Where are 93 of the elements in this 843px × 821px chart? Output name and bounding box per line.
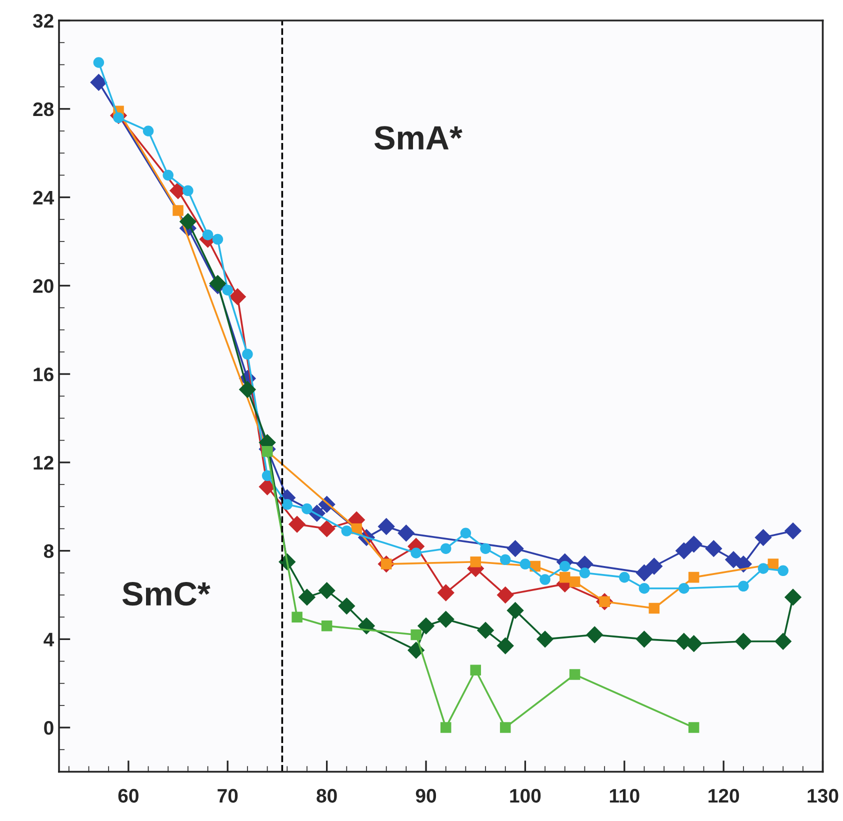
point	[172, 205, 184, 216]
point	[636, 630, 653, 648]
point	[239, 381, 256, 398]
point	[229, 288, 246, 306]
point	[437, 584, 454, 602]
y-tick-label: 16	[34, 368, 54, 382]
y-tick-label: 8	[44, 544, 54, 558]
x-tick-label: 60	[118, 788, 138, 803]
point	[579, 568, 590, 578]
point	[638, 582, 650, 594]
x-tick-label: 90	[416, 788, 436, 803]
point	[774, 633, 792, 650]
point	[142, 126, 154, 136]
point	[318, 520, 336, 538]
point	[619, 572, 630, 583]
point	[784, 522, 802, 540]
point	[282, 499, 293, 510]
x-tick-label: 130	[808, 788, 838, 803]
point	[378, 518, 395, 535]
point	[646, 558, 663, 575]
point	[477, 622, 494, 639]
point	[318, 582, 336, 599]
point	[536, 630, 554, 648]
y-tick-label: 4	[44, 632, 54, 646]
y-tick-label: 24	[33, 190, 54, 204]
point	[768, 558, 779, 570]
point	[182, 185, 194, 196]
point	[460, 528, 472, 538]
point	[180, 213, 196, 230]
point	[440, 722, 452, 733]
point	[437, 610, 454, 628]
x-tick-label: 70	[218, 788, 238, 803]
point	[506, 602, 524, 619]
point	[470, 556, 481, 568]
point	[735, 633, 752, 650]
point	[292, 612, 302, 622]
point	[480, 543, 491, 554]
point	[302, 503, 312, 514]
x-tick-label: 100	[510, 788, 541, 803]
point	[410, 548, 422, 558]
y-tick-label: 20	[33, 279, 54, 293]
point	[90, 74, 108, 91]
point	[705, 540, 722, 557]
point	[636, 564, 653, 582]
point	[676, 542, 692, 560]
point	[202, 229, 214, 240]
point	[418, 618, 434, 634]
point	[688, 722, 700, 733]
point	[162, 170, 174, 181]
point	[470, 664, 481, 676]
point	[288, 516, 306, 533]
point	[222, 284, 234, 296]
y-tick-label: 0	[44, 721, 54, 735]
x-tick-label: 110	[610, 788, 640, 803]
point	[496, 637, 514, 654]
point	[559, 560, 570, 572]
point	[496, 586, 514, 604]
point	[410, 629, 422, 640]
point	[678, 582, 690, 594]
point	[754, 529, 772, 546]
point	[735, 556, 752, 572]
y-tick-label: 28	[33, 102, 54, 116]
point	[569, 576, 580, 588]
point	[440, 543, 452, 554]
point	[559, 572, 570, 583]
point	[338, 598, 356, 614]
point	[520, 558, 531, 570]
point	[500, 554, 511, 566]
x-tick-label: 80	[316, 788, 337, 803]
point	[242, 348, 253, 360]
y-tick-label: 12	[34, 456, 54, 470]
point	[778, 565, 788, 576]
point	[341, 526, 352, 536]
point	[93, 57, 104, 68]
point	[784, 588, 802, 606]
point	[321, 620, 332, 632]
point	[540, 574, 550, 585]
x-tick-label: 120	[708, 788, 740, 803]
y-tick-label: 32	[32, 14, 54, 28]
point	[738, 580, 749, 592]
point	[685, 536, 702, 553]
point	[398, 524, 415, 542]
annotation: SmA*	[374, 126, 462, 150]
point	[212, 234, 224, 245]
point	[500, 722, 511, 733]
point	[506, 540, 524, 557]
point	[648, 602, 660, 614]
point	[586, 626, 604, 644]
point	[569, 669, 580, 680]
point	[758, 563, 769, 574]
point	[688, 572, 700, 583]
point	[298, 588, 316, 606]
annotation: SmC*	[122, 582, 210, 606]
